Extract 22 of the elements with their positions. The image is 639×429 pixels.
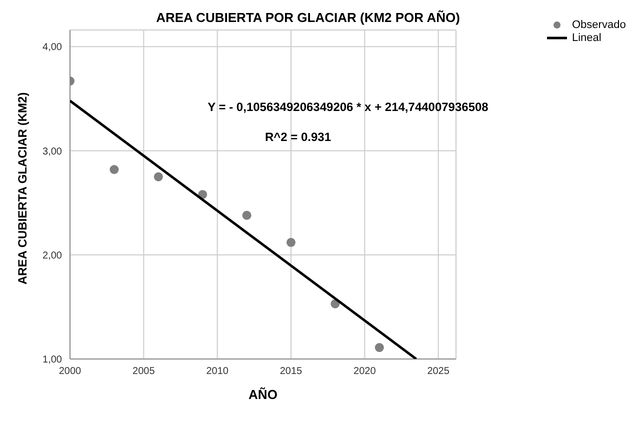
- y-tick-label: 1,00: [42, 354, 62, 366]
- x-tick-label: 2020: [354, 366, 376, 378]
- y-tick-label: 3,00: [42, 146, 62, 158]
- chart-title: AREA CUBIERTA POR GLACIAR (KM2 POR AÑO): [155, 10, 461, 25]
- y-tick-label: 4,00: [42, 42, 62, 54]
- x-tick-label: 2000: [58, 366, 82, 378]
- point: [286, 238, 296, 247]
- y-axis-title: AREA CUBIERTA GLACIAR (KM2): [15, 92, 30, 284]
- annotation: R^2 = 0.931: [264, 130, 332, 144]
- x-tick-label: 2010: [206, 366, 229, 378]
- point: [110, 165, 119, 174]
- legend-label: Observado: [572, 18, 626, 30]
- x-tick-label: 2005: [132, 366, 156, 378]
- y-tick-label: 2,00: [42, 250, 62, 262]
- x-axis-title: AÑO: [248, 387, 278, 402]
- point: [242, 210, 252, 220]
- point: [374, 343, 384, 352]
- legend-label: Lineal: [572, 32, 602, 44]
- point: [154, 172, 163, 182]
- annotation: Y = - 0,1056349206349206 * x + 214,744007936508: [206, 100, 490, 114]
- x-tick-label: 2025: [427, 366, 450, 378]
- x-tick-label: 2015: [280, 366, 303, 378]
